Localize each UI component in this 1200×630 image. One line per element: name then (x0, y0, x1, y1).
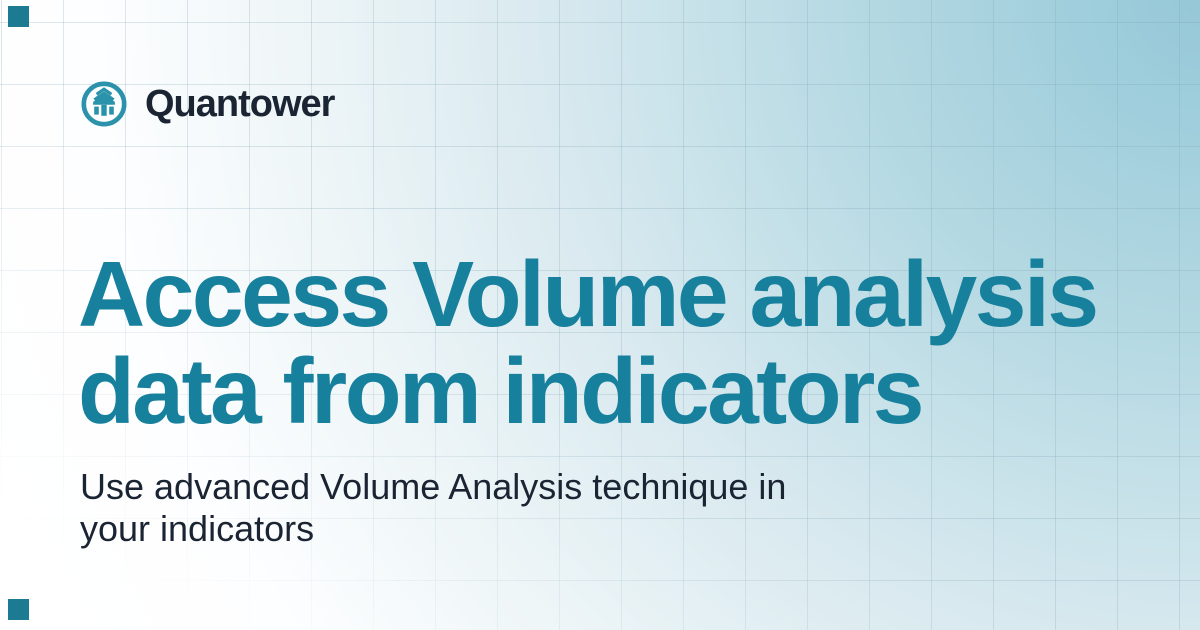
brand-header: Quantower (80, 80, 335, 128)
quantower-tower-icon (80, 80, 128, 128)
corner-accent-top-left (8, 6, 29, 27)
page-subtitle-line-2: your indicators (80, 508, 315, 549)
page-title: Access Volume analysis data from indicat… (78, 242, 1099, 443)
page-title-line-2: data from indicators (78, 339, 924, 443)
corner-accent-bottom-left (8, 599, 29, 620)
page-subtitle: Use advanced Volume Analysis technique i… (80, 466, 786, 550)
brand-name: Quantower (145, 82, 335, 125)
page-subtitle-line-1: Use advanced Volume Analysis technique i… (80, 466, 787, 507)
page-title-line-1: Access Volume analysis (78, 242, 1099, 346)
